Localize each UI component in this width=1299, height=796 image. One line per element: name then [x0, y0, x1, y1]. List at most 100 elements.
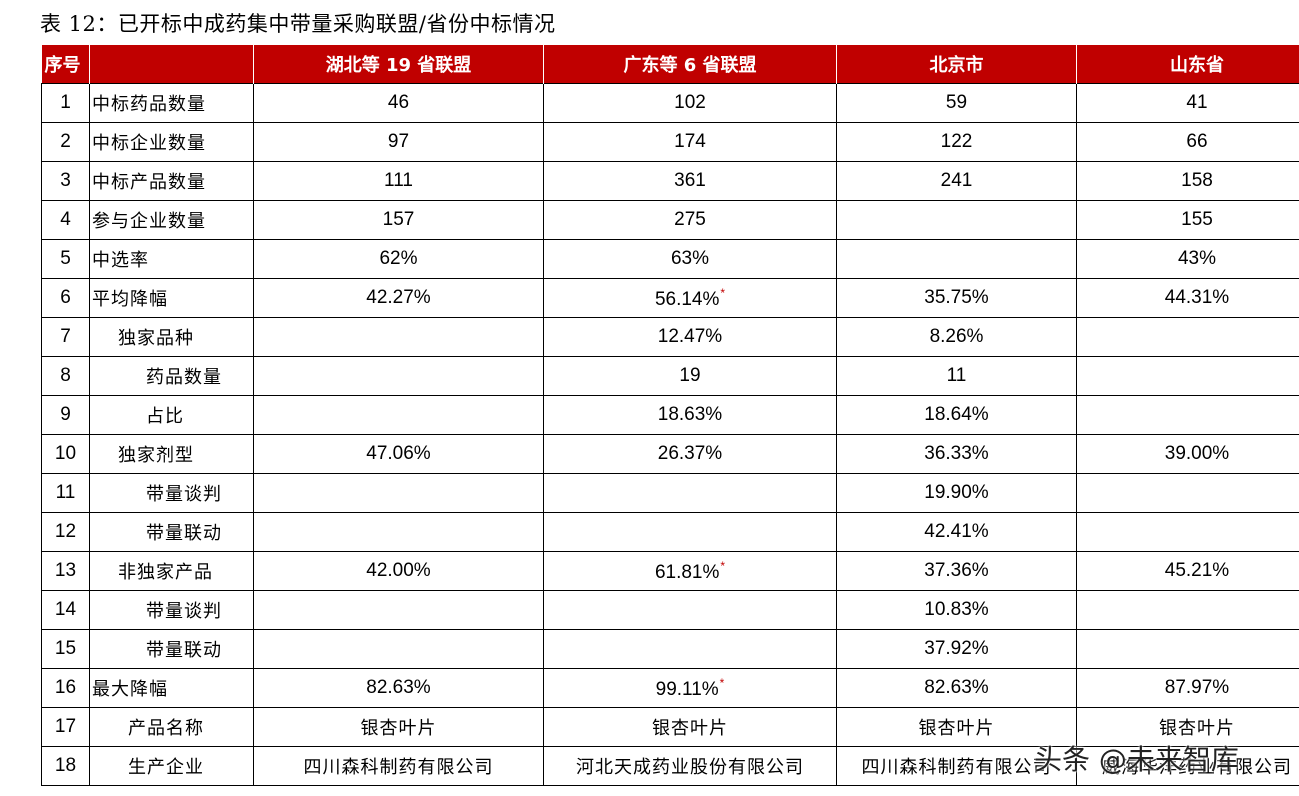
cell-value: 36.33%: [924, 443, 989, 464]
value-cell-hubei: 46: [253, 83, 544, 123]
cell-value: 26.37%: [657, 443, 723, 464]
row-index-cell: 15: [41, 629, 90, 669]
value-cell-hubei: [253, 317, 544, 357]
value-cell-guangdong: 河北天成药业股份有限公司: [543, 746, 837, 786]
table-row: 18 生产企业 四川森科制药有限公司 河北天成药业股份有限公司 四川森科制药有限公司 威海…: [41, 746, 1299, 786]
cell-value: 82.63%: [924, 677, 989, 698]
value-cell-guangdong: 102: [543, 83, 837, 123]
cell-value: 43%: [1177, 248, 1217, 269]
table-row: 12 带量联动 42.41%: [41, 512, 1299, 552]
row-index-cell: 8: [41, 356, 90, 396]
cell-value: 银杏叶片: [652, 718, 728, 739]
cell-value: 155: [1181, 209, 1213, 230]
table-row: 7 独家品种 12.47% 8.26%: [41, 317, 1299, 357]
cell-value: 37.36%: [924, 560, 989, 581]
row-label-cell: 药品数量: [89, 356, 254, 396]
value-cell-hubei: 42.27%: [253, 278, 544, 318]
cell-value: 56.14%: [654, 288, 720, 310]
watermark: 头条 @未来智库: [1034, 743, 1239, 776]
value-cell-guangdong: 361: [543, 161, 837, 201]
value-cell-shandong: [1076, 356, 1299, 396]
cell-value: 47.06%: [366, 443, 431, 464]
row-index-cell: 14: [41, 590, 90, 630]
header-hubei-alliance: 湖北等 19 省联盟: [253, 45, 544, 84]
value-cell-beijing: 59: [836, 83, 1077, 123]
value-cell-hubei: [253, 356, 544, 396]
row-label-cell: 带量谈判: [89, 473, 254, 513]
value-cell-beijing: 19.90%: [836, 473, 1077, 513]
value-cell-hubei: 银杏叶片: [253, 707, 544, 747]
row-label-cell: 独家品种: [89, 317, 254, 357]
value-cell-guangdong: [543, 473, 837, 513]
cell-value: 四川森科制药有限公司: [861, 757, 1052, 778]
footnote-star: *: [720, 558, 726, 573]
value-cell-beijing: 37.92%: [836, 629, 1077, 669]
cell-value: 361: [674, 170, 706, 191]
cell-value: 174: [674, 131, 706, 152]
footnote-star: *: [719, 675, 725, 690]
table-header-row: 序号 湖北等 19 省联盟 广东等 6 省联盟 北京市 山东省: [41, 45, 1299, 84]
value-cell-beijing: 35.75%: [836, 278, 1077, 318]
header-index: 序号: [41, 45, 90, 84]
value-cell-shandong: [1076, 629, 1299, 669]
row-label-cell: 独家剂型: [89, 434, 254, 474]
table-title: 表 12：已开标中成药集中带量采购联盟/省份中标情况: [40, 12, 556, 36]
value-cell-hubei: [253, 629, 544, 669]
value-cell-beijing: [836, 200, 1077, 240]
value-cell-shandong: 45.21%: [1076, 551, 1299, 591]
table-row: 5 中选率 62% 63% 43%: [41, 239, 1299, 279]
table-row: 2 中标企业数量 97 174 122 66: [41, 122, 1299, 162]
value-cell-hubei: 97: [253, 122, 544, 162]
value-cell-shandong: [1076, 395, 1299, 435]
cell-value: 41: [1186, 92, 1208, 113]
cell-value: 46: [387, 92, 410, 113]
value-cell-hubei: [253, 473, 544, 513]
value-cell-guangdong: 61.81%*: [543, 551, 837, 591]
cell-value: 12.47%: [657, 326, 723, 347]
cell-value: 银杏叶片: [1159, 718, 1235, 739]
row-index-cell: 4: [41, 200, 90, 240]
header-shandong: 山东省: [1076, 45, 1299, 84]
value-cell-guangdong: 56.14%*: [543, 278, 837, 318]
cell-value: 102: [674, 92, 706, 113]
row-index-cell: 10: [41, 434, 90, 474]
cell-value: 10.83%: [924, 599, 989, 620]
row-label-cell: 中标企业数量: [89, 122, 254, 162]
value-cell-guangdong: 174: [543, 122, 837, 162]
cell-value: 63%: [670, 248, 710, 269]
table-row: 11 带量谈判 19.90%: [41, 473, 1299, 513]
table-row: 10 独家剂型 47.06% 26.37% 36.33% 39.00%: [41, 434, 1299, 474]
cell-value: 45.21%: [1164, 560, 1230, 581]
value-cell-shandong: [1076, 512, 1299, 552]
value-cell-shandong: 威海华洋药业有限公司: [1076, 746, 1299, 786]
row-index-cell: 2: [41, 122, 90, 162]
header-item: [89, 45, 254, 84]
cell-value: 河北天成药业股份有限公司: [576, 757, 804, 778]
value-cell-guangdong: 19: [543, 356, 837, 396]
value-cell-beijing: 241: [836, 161, 1077, 201]
cell-value: 18.64%: [924, 404, 989, 425]
procurement-table: 序号 湖北等 19 省联盟 广东等 6 省联盟 北京市 山东省 1 中标药品数量 4…: [41, 45, 1299, 786]
table-row: 17 产品名称 银杏叶片 银杏叶片 银杏叶片 银杏叶片: [41, 707, 1299, 747]
cell-value: 99.11%: [655, 678, 719, 700]
cell-value: 61.81%: [654, 561, 720, 583]
value-cell-shandong: 39.00%: [1076, 434, 1299, 474]
value-cell-shandong: 43%: [1076, 239, 1299, 279]
table-row: 1 中标药品数量 46 102 59 41: [41, 83, 1299, 123]
value-cell-shandong: 44.31%: [1076, 278, 1299, 318]
row-index-cell: 7: [41, 317, 90, 357]
value-cell-beijing: 122: [836, 122, 1077, 162]
cell-value: 122: [940, 131, 973, 152]
table-row: 16 最大降幅 82.63% 99.11%* 82.63% 87.97%: [41, 668, 1299, 708]
cell-value: 111: [384, 170, 413, 191]
value-cell-beijing: 82.63%: [836, 668, 1077, 708]
value-cell-guangdong: 26.37%: [543, 434, 837, 474]
cell-value: 44.31%: [1164, 287, 1230, 308]
row-label-cell: 生产企业: [89, 746, 254, 786]
value-cell-beijing: 18.64%: [836, 395, 1077, 435]
cell-value: 157: [382, 209, 415, 230]
value-cell-beijing: 37.36%: [836, 551, 1077, 591]
value-cell-shandong: [1076, 473, 1299, 513]
cell-value: 275: [674, 209, 706, 230]
value-cell-beijing: 银杏叶片: [836, 707, 1077, 747]
